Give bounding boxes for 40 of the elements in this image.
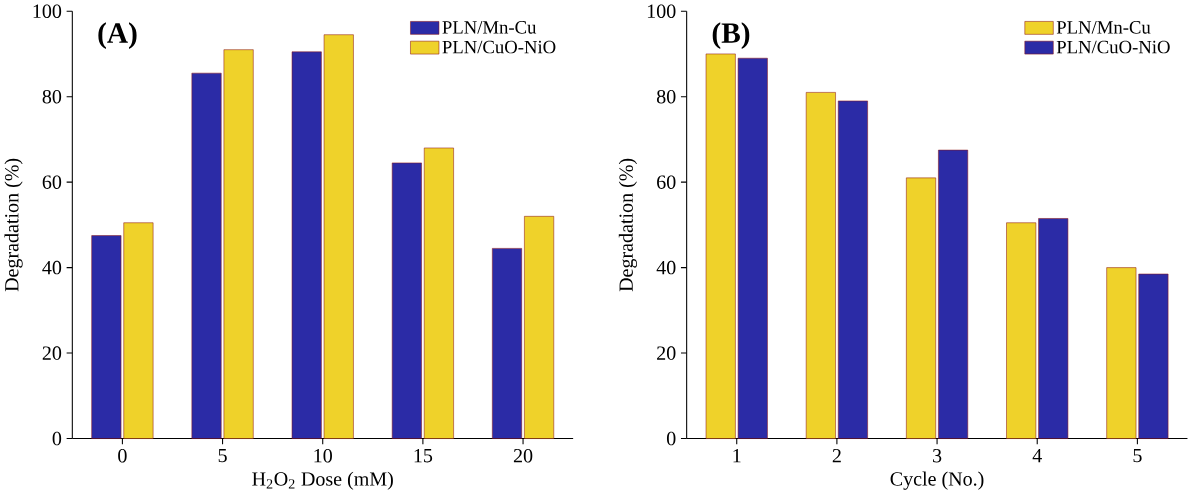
- bar: [938, 149, 969, 439]
- x-tick-label: 3: [933, 448, 942, 463]
- x-axis-title: Cycle (No.): [890, 471, 984, 490]
- x-tick-label: 15: [414, 448, 433, 463]
- bar: [391, 162, 422, 439]
- bar: [837, 100, 868, 439]
- annotation: (B): [712, 22, 750, 49]
- x-tick-label: 0: [118, 448, 127, 463]
- legend-label: PLN/Mn-Cu: [442, 20, 537, 34]
- y-tick-label: 40: [42, 260, 62, 275]
- annotation: (A): [98, 22, 137, 49]
- y-tick-label: 40: [656, 260, 676, 275]
- x-tick-label: 10: [314, 448, 332, 463]
- y-tick-label: 20: [657, 346, 676, 360]
- x-axis-title: H$_{2}$O$_{2}$ Dose (mM): [252, 471, 393, 490]
- y-tick-label: 20: [42, 346, 62, 360]
- x-tick-label: 1: [733, 448, 741, 463]
- y-tick-label: 100: [33, 4, 62, 18]
- y-tick-label: 80: [656, 89, 676, 104]
- x-tick-label: 5: [1133, 448, 1142, 463]
- bar: [524, 215, 555, 439]
- y-tick-label: 80: [42, 89, 62, 104]
- legend-label: PLN/CuO-NiO: [442, 40, 556, 54]
- bar: [423, 147, 454, 439]
- y-tick-label: 60: [657, 175, 676, 189]
- y-tick-label: 0: [52, 431, 62, 446]
- x-tick-label: 4: [1032, 448, 1042, 463]
- y-tick-label: 0: [666, 431, 676, 446]
- legend-label: PLN/CuO-NiO: [1056, 40, 1170, 54]
- y-axis-title: Degradation (%): [4, 158, 23, 292]
- bar: [906, 177, 936, 439]
- x-tick-label: 5: [218, 448, 227, 463]
- y-tick-label: 60: [42, 175, 62, 189]
- bar: [805, 91, 836, 439]
- y-tick-label: 100: [647, 4, 676, 18]
- legend-label: PLN/Mn-Cu: [1056, 20, 1151, 34]
- y-axis-title: Degradation (%): [618, 158, 638, 292]
- x-tick-label: 20: [513, 448, 533, 463]
- bar: [492, 247, 522, 439]
- x-tick-label: 2: [832, 448, 841, 463]
